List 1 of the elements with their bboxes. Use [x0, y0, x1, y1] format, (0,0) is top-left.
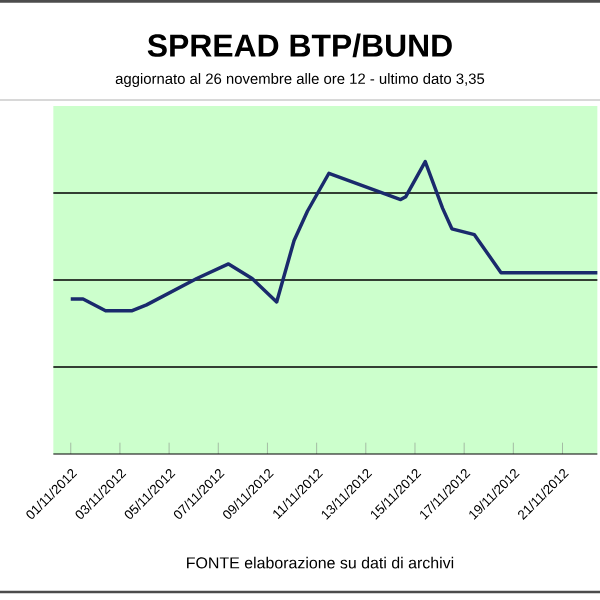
- chart-title: SPREAD BTP/BUND: [147, 33, 452, 58]
